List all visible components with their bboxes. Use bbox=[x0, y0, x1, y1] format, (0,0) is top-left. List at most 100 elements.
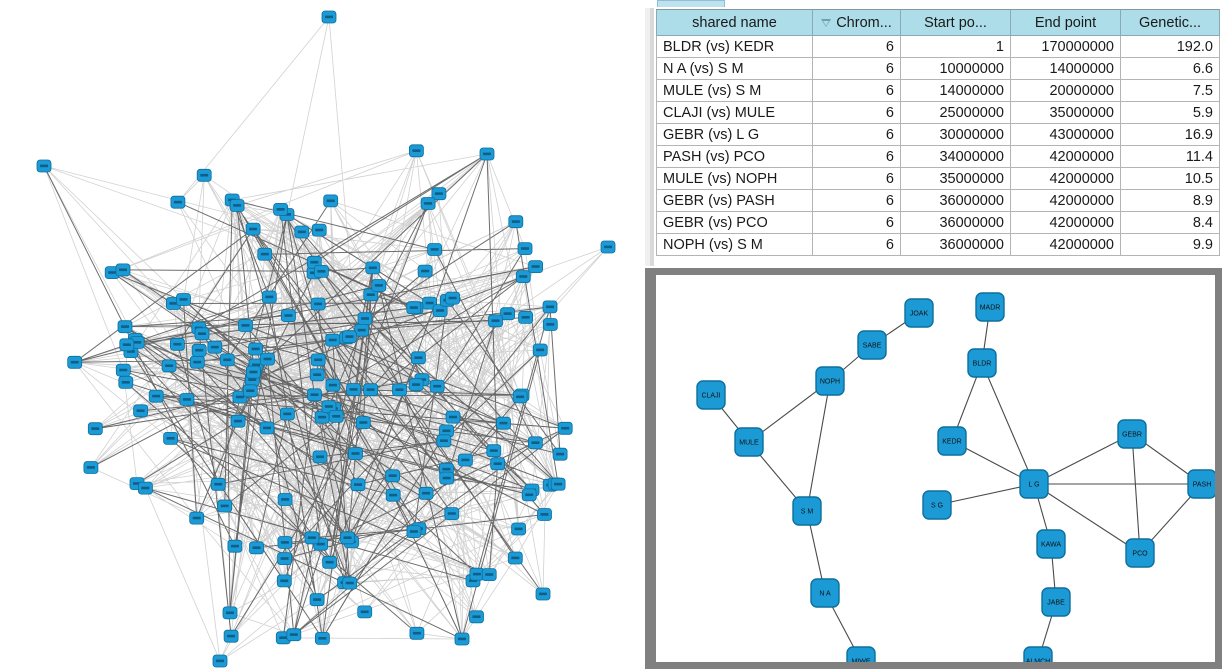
main-network-node[interactable] bbox=[392, 383, 407, 397]
subnetwork-node[interactable]: MULE bbox=[734, 427, 764, 457]
main-network-node[interactable] bbox=[277, 536, 293, 549]
subnetwork-node[interactable]: CLAJI bbox=[696, 380, 726, 410]
table-cell-start_point[interactable]: 14000000 bbox=[900, 79, 1011, 102]
main-network-node[interactable] bbox=[355, 416, 371, 430]
main-network-node[interactable] bbox=[280, 309, 296, 323]
main-network-canvas[interactable] bbox=[0, 0, 645, 669]
main-network-node[interactable] bbox=[119, 338, 135, 352]
subnetwork-edge[interactable] bbox=[1033, 483, 1141, 554]
table-tab-strip[interactable] bbox=[657, 0, 725, 7]
main-network-node[interactable] bbox=[322, 555, 338, 569]
table-cell-shared_name[interactable]: PASH (vs) PCO bbox=[656, 145, 813, 168]
column-header-genetic[interactable]: Genetic... bbox=[1120, 9, 1220, 36]
table-cell-chromosome[interactable]: 6 bbox=[812, 57, 901, 80]
main-network-node[interactable] bbox=[286, 628, 302, 642]
main-network-node[interactable] bbox=[409, 626, 425, 640]
column-header-end-point[interactable]: End point bbox=[1010, 9, 1121, 36]
main-network-node[interactable] bbox=[321, 10, 337, 24]
main-network-node[interactable] bbox=[515, 270, 531, 284]
table-cell-end_point[interactable]: 42000000 bbox=[1010, 211, 1121, 234]
main-network-node[interactable] bbox=[457, 453, 473, 467]
main-network-node[interactable] bbox=[311, 223, 327, 237]
main-network-node[interactable] bbox=[137, 481, 153, 495]
table-cell-end_point[interactable]: 43000000 bbox=[1010, 123, 1121, 146]
main-network-graph[interactable] bbox=[0, 0, 645, 669]
table-cell-shared_name[interactable]: GEBR (vs) L G bbox=[656, 123, 813, 146]
main-network-node[interactable] bbox=[170, 195, 186, 209]
main-network-node[interactable] bbox=[161, 359, 177, 373]
main-network-node[interactable] bbox=[521, 488, 537, 502]
main-network-node[interactable] bbox=[431, 187, 447, 201]
main-network-node[interactable] bbox=[357, 312, 373, 326]
main-network-node[interactable] bbox=[310, 353, 326, 367]
node-shape[interactable] bbox=[1041, 587, 1071, 617]
main-network-node[interactable] bbox=[488, 314, 503, 328]
main-network-node[interactable] bbox=[385, 488, 401, 502]
main-network-node[interactable] bbox=[371, 279, 387, 292]
table-cell-chromosome[interactable]: 6 bbox=[812, 35, 901, 58]
main-network-node[interactable] bbox=[346, 383, 362, 396]
subnetwork-node[interactable]: NOPH bbox=[815, 366, 845, 396]
table-row[interactable]: PASH (vs) PCO 6 34000000 42000000 11.4 bbox=[656, 145, 1220, 168]
subnetwork-node[interactable]: MADR bbox=[975, 292, 1005, 322]
table-cell-shared_name[interactable]: N A (vs) S M bbox=[656, 57, 813, 80]
subnetwork-node[interactable]: S G bbox=[922, 490, 952, 520]
main-network-node[interactable] bbox=[406, 301, 422, 315]
main-network-node[interactable] bbox=[133, 404, 149, 418]
main-network-node[interactable] bbox=[385, 469, 401, 483]
table-cell-shared_name[interactable]: GEBR (vs) PASH bbox=[656, 189, 813, 212]
main-network-node[interactable] bbox=[309, 368, 325, 382]
main-network-node[interactable] bbox=[408, 378, 424, 392]
node-shape[interactable] bbox=[815, 366, 845, 396]
main-network-node[interactable] bbox=[445, 410, 461, 424]
subnetwork-node[interactable]: ALMCH bbox=[1023, 646, 1053, 662]
main-network-node[interactable] bbox=[444, 507, 460, 521]
subnetwork-node[interactable]: JABE bbox=[1041, 587, 1071, 617]
main-network-node[interactable] bbox=[469, 567, 485, 581]
table-cell-genetic[interactable]: 10.5 bbox=[1120, 167, 1220, 190]
main-network-node[interactable] bbox=[486, 444, 502, 458]
node-shape[interactable] bbox=[975, 292, 1005, 322]
main-network-node[interactable] bbox=[169, 337, 185, 351]
table-cell-shared_name[interactable]: NOPH (vs) S M bbox=[656, 233, 813, 256]
node-shape[interactable] bbox=[734, 427, 764, 457]
subnetwork-edge[interactable] bbox=[806, 380, 831, 512]
main-network-node[interactable] bbox=[354, 323, 370, 337]
main-network-node[interactable] bbox=[420, 197, 436, 210]
main-network-node[interactable] bbox=[537, 508, 552, 521]
table-cell-chromosome[interactable]: 6 bbox=[812, 79, 901, 102]
subnetwork-edge[interactable] bbox=[981, 362, 1035, 485]
main-network-node[interactable] bbox=[222, 606, 238, 620]
table-cell-chromosome[interactable]: 6 bbox=[812, 167, 901, 190]
main-network-node[interactable] bbox=[342, 576, 358, 590]
main-network-node[interactable] bbox=[365, 261, 381, 275]
main-network-node[interactable] bbox=[36, 159, 52, 173]
main-network-node[interactable] bbox=[454, 632, 470, 646]
subnetwork-edge[interactable] bbox=[936, 483, 1035, 506]
table-cell-shared_name[interactable]: BLDR (vs) KEDR bbox=[656, 35, 813, 58]
main-network-node[interactable] bbox=[469, 610, 484, 624]
node-shape[interactable] bbox=[967, 348, 997, 378]
main-network-node[interactable] bbox=[223, 629, 239, 643]
table-cell-genetic[interactable]: 9.9 bbox=[1120, 233, 1220, 256]
main-network-node[interactable] bbox=[408, 144, 424, 158]
main-network-node[interactable] bbox=[528, 436, 543, 450]
main-network-node[interactable] bbox=[279, 407, 295, 421]
main-network-node[interactable] bbox=[118, 375, 134, 389]
table-cell-start_point[interactable]: 25000000 bbox=[900, 101, 1011, 124]
main-network-node[interactable] bbox=[350, 478, 366, 492]
main-network-node[interactable] bbox=[535, 587, 551, 601]
main-network-node[interactable] bbox=[550, 477, 566, 491]
main-network-node[interactable] bbox=[276, 574, 292, 588]
main-network-node[interactable] bbox=[542, 300, 558, 314]
node-shape[interactable] bbox=[904, 298, 934, 328]
main-network-node[interactable] bbox=[219, 353, 235, 367]
main-network-node[interactable] bbox=[230, 414, 246, 428]
node-shape[interactable] bbox=[1036, 529, 1066, 559]
table-cell-chromosome[interactable]: 6 bbox=[812, 123, 901, 146]
table-cell-end_point[interactable]: 42000000 bbox=[1010, 167, 1121, 190]
table-vertical-scrollbar[interactable] bbox=[650, 8, 654, 266]
table-body[interactable]: BLDR (vs) KEDR 6 1 170000000 192.0 N A (vs) S… bbox=[656, 35, 1220, 256]
table-row[interactable]: GEBR (vs) PASH 6 36000000 42000000 8.9 bbox=[656, 189, 1220, 212]
main-network-node[interactable] bbox=[552, 447, 568, 461]
